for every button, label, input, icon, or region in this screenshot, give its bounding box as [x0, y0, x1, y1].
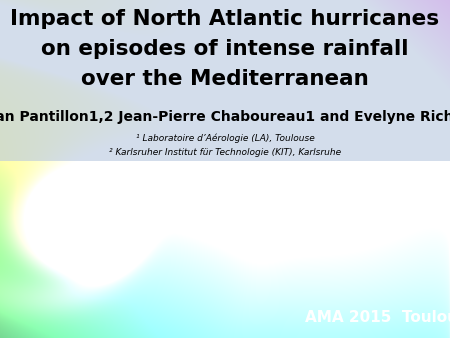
Text: ² Karlsruher Institut für Technologie (KIT), Karlsruhe: ² Karlsruher Institut für Technologie (K…	[109, 148, 341, 157]
Text: Florian Pantillon1,2 Jean-Pierre Chaboureau1 and Evelyne Richard1: Florian Pantillon1,2 Jean-Pierre Chabour…	[0, 110, 450, 124]
Text: AMA 2015  Toulouse: AMA 2015 Toulouse	[305, 310, 450, 325]
Text: Impact of North Atlantic hurricanes: Impact of North Atlantic hurricanes	[10, 8, 440, 29]
Text: on episodes of intense rainfall: on episodes of intense rainfall	[41, 39, 409, 59]
Text: over the Mediterranean: over the Mediterranean	[81, 69, 369, 90]
Text: ¹ Laboratoire d’Aérologie (LA), Toulouse: ¹ Laboratoire d’Aérologie (LA), Toulouse	[135, 134, 315, 143]
FancyBboxPatch shape	[0, 0, 450, 161]
